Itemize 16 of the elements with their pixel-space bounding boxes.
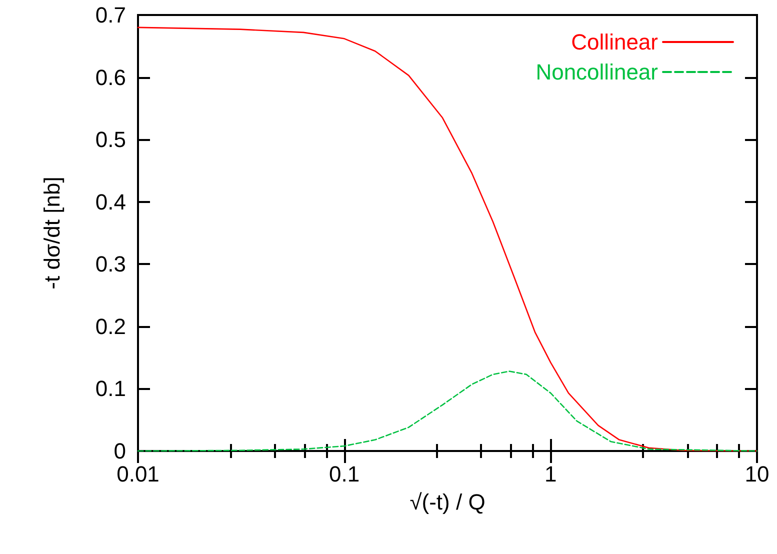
y-tick-label: 0 — [114, 438, 126, 464]
x-tick-label: 1 — [544, 462, 557, 486]
legend-label: Collinear — [571, 30, 658, 54]
y-tick-label: 0.2 — [95, 314, 126, 339]
y-axis-title: -t dσ/dt [nb] — [40, 176, 64, 290]
y-tick-label: 0.4 — [95, 189, 126, 214]
y-tick-label: 0.5 — [95, 127, 126, 152]
y-tick-label: 0.3 — [95, 252, 126, 277]
y-tick-label: 0.1 — [95, 376, 126, 402]
x-tick-label: 10 — [744, 462, 770, 486]
x-tick-label: 0.01 — [116, 462, 160, 486]
x-tick-label: 0.1 — [329, 462, 360, 486]
y-tick-label: 0.6 — [95, 64, 126, 90]
x-axis-title: √(-t) / Q — [410, 490, 486, 514]
y-tick-label: 0.7 — [95, 2, 126, 28]
legend-label: Noncollinear — [536, 60, 658, 84]
